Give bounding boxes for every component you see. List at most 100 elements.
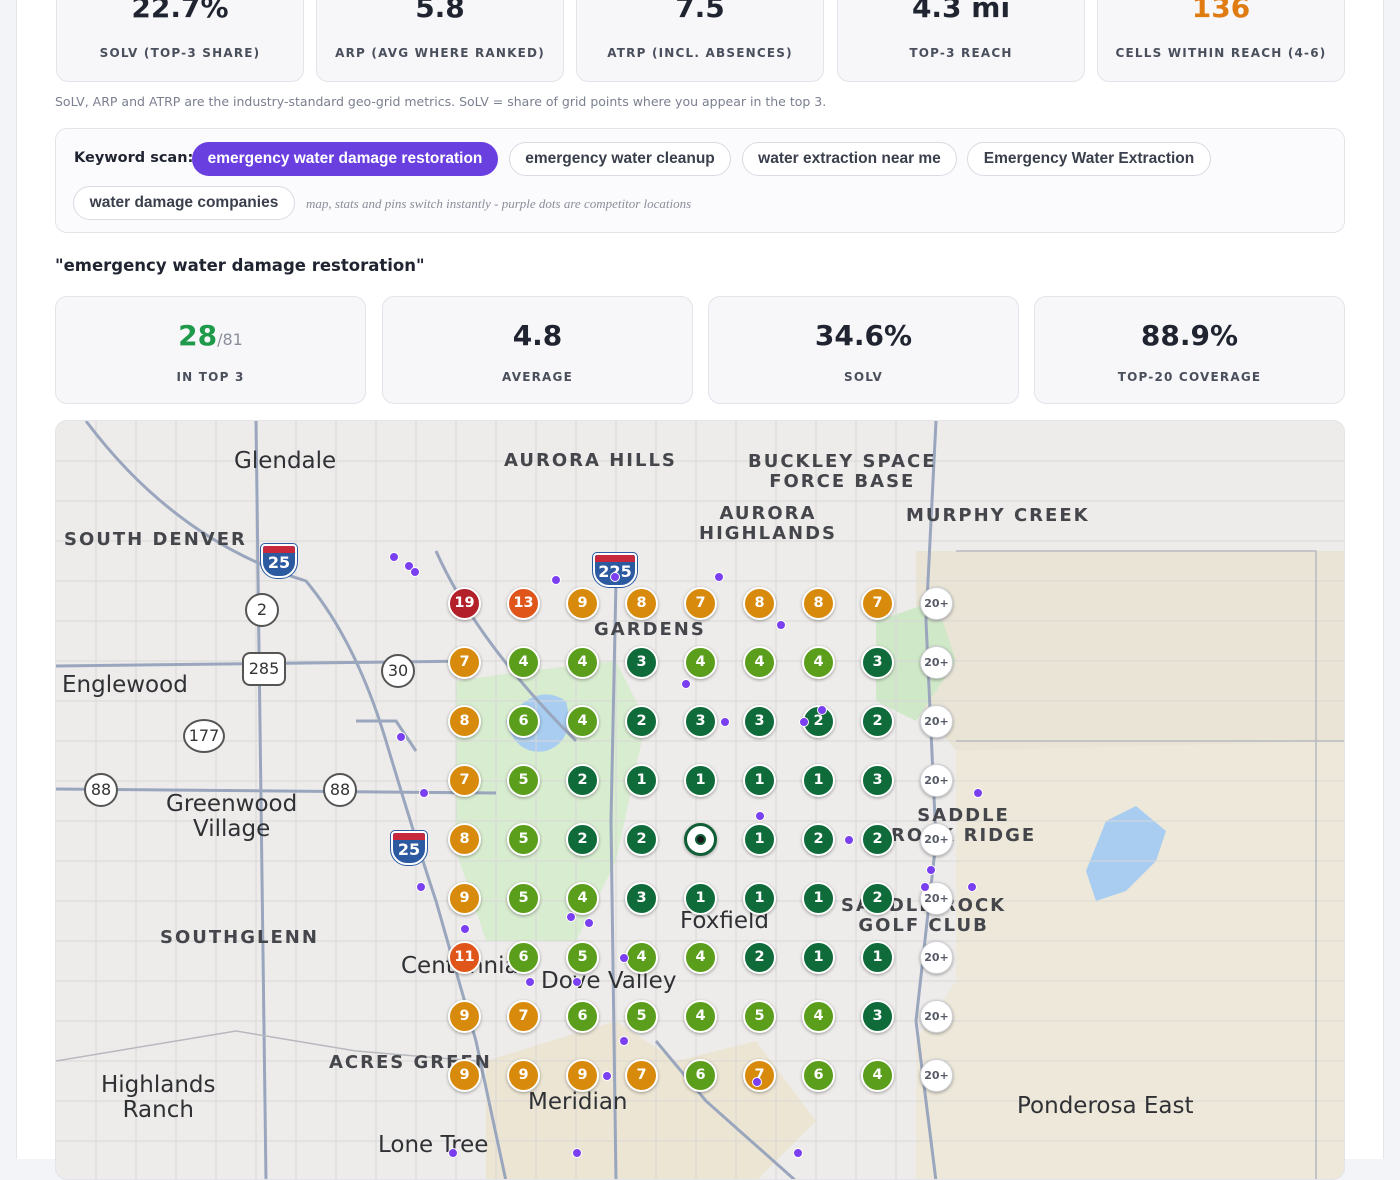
grid-rank-pin[interactable]: 1 <box>861 941 894 974</box>
grid-rank-pin[interactable]: 4 <box>684 646 717 679</box>
grid-rank-pin[interactable]: 1 <box>802 941 835 974</box>
grid-rank-pin[interactable]: 7 <box>684 587 717 620</box>
grid-rank-pin[interactable]: 8 <box>802 587 835 620</box>
geo-grid-map[interactable]: Glendale AURORA HILLS BUCKLEY SPACE FORC… <box>55 420 1345 1180</box>
grid-rank-pin-not-ranked[interactable]: 20+ <box>920 705 953 738</box>
grid-rank-pin[interactable]: 7 <box>448 646 481 679</box>
competitor-location-dot <box>572 1147 583 1158</box>
grid-rank-pin[interactable]: 2 <box>625 705 658 738</box>
grid-rank-pin[interactable]: 1 <box>684 764 717 797</box>
keyword-stat-label: SOLV <box>844 370 883 384</box>
grid-rank-pin-not-ranked[interactable]: 20+ <box>920 587 953 620</box>
grid-rank-pin[interactable]: 8 <box>743 587 776 620</box>
grid-rank-pin[interactable]: 4 <box>684 941 717 974</box>
grid-rank-pin[interactable]: 6 <box>684 1059 717 1092</box>
grid-rank-pin[interactable]: 8 <box>448 705 481 738</box>
grid-rank-pin[interactable]: 6 <box>507 705 540 738</box>
grid-rank-pin[interactable]: 7 <box>861 587 894 620</box>
grid-rank-pin[interactable]: 5 <box>743 1000 776 1033</box>
stat-value: 136 <box>1191 0 1251 24</box>
interstate-25-north-shield: 25 <box>260 543 298 579</box>
grid-rank-pin[interactable]: 4 <box>802 1000 835 1033</box>
grid-rank-pin[interactable]: 4 <box>566 882 599 915</box>
grid-rank-pin[interactable]: 9 <box>566 587 599 620</box>
grid-rank-pin[interactable]: 13 <box>507 587 540 620</box>
grid-rank-pin[interactable]: 2 <box>566 823 599 856</box>
grid-rank-pin[interactable]: 8 <box>448 823 481 856</box>
grid-rank-pin[interactable]: 9 <box>448 1000 481 1033</box>
grid-rank-pin[interactable]: 3 <box>625 646 658 679</box>
grid-rank-pin[interactable]: 7 <box>743 1059 776 1092</box>
grid-rank-pin[interactable]: 2 <box>566 764 599 797</box>
grid-rank-pin[interactable]: 7 <box>448 764 481 797</box>
grid-rank-pin[interactable]: 5 <box>507 764 540 797</box>
keyword-chip-water-extraction-near-me[interactable]: water extraction near me <box>742 142 957 176</box>
grid-rank-pin[interactable]: 3 <box>743 705 776 738</box>
competitor-location-dot <box>755 811 765 822</box>
competitor-location-dot <box>409 566 420 577</box>
grid-rank-pin[interactable]: 7 <box>625 1059 658 1092</box>
grid-rank-pin[interactable]: 2 <box>743 941 776 974</box>
keyword-scan-title: Keyword scan: <box>74 150 194 166</box>
grid-rank-pin[interactable]: 2 <box>861 823 894 856</box>
grid-rank-pin[interactable]: 1 <box>743 882 776 915</box>
grid-rank-pin[interactable]: 4 <box>507 646 540 679</box>
map-label-meridian: Meridian <box>528 1089 628 1115</box>
grid-rank-pin[interactable]: 5 <box>507 882 540 915</box>
grid-rank-pin[interactable]: 4 <box>861 1059 894 1092</box>
grid-rank-pin[interactable]: 3 <box>861 646 894 679</box>
map-label-glendale: Glendale <box>234 448 337 474</box>
grid-rank-pin-not-ranked[interactable]: 20+ <box>920 1000 953 1033</box>
grid-rank-pin[interactable]: 4 <box>684 1000 717 1033</box>
grid-rank-pin[interactable]: 6 <box>566 1000 599 1033</box>
grid-rank-pin[interactable]: 1 <box>802 764 835 797</box>
competitor-location-dot <box>572 976 583 987</box>
grid-rank-pin-not-ranked[interactable]: 20+ <box>920 941 953 974</box>
grid-rank-pin[interactable]: 4 <box>566 705 599 738</box>
grid-rank-pin[interactable]: 6 <box>802 1059 835 1092</box>
grid-rank-pin[interactable]: 4 <box>802 646 835 679</box>
keyword-chip-emergency-water-cleanup[interactable]: emergency water cleanup <box>509 142 731 176</box>
grid-rank-pin[interactable]: 2 <box>625 823 658 856</box>
grid-rank-pin[interactable]: 9 <box>566 1059 599 1092</box>
grid-rank-pin[interactable]: 1 <box>625 764 658 797</box>
keyword-scan-hint: map, stats and pins switch instantly - p… <box>306 196 692 211</box>
grid-rank-pin-not-ranked[interactable]: 20+ <box>920 764 953 797</box>
grid-rank-pin[interactable]: 2 <box>802 823 835 856</box>
competitor-location-dot <box>793 1147 804 1158</box>
grid-rank-pin[interactable]: 7 <box>507 1000 540 1033</box>
grid-rank-pin[interactable]: 9 <box>507 1059 540 1092</box>
grid-rank-pin-not-ranked[interactable]: 20+ <box>920 646 953 679</box>
stat-card-arp: 5.8 ARP (AVG WHERE RANKED) <box>316 0 564 82</box>
grid-rank-pin[interactable]: 6 <box>507 941 540 974</box>
grid-rank-pin[interactable]: 1 <box>743 823 776 856</box>
grid-rank-pin[interactable]: 4 <box>625 941 658 974</box>
grid-rank-pin[interactable]: 4 <box>743 646 776 679</box>
competitor-location-dot <box>403 560 414 571</box>
grid-rank-pin[interactable]: 5 <box>625 1000 658 1033</box>
grid-rank-pin[interactable]: 19 <box>448 587 481 620</box>
grid-rank-pin[interactable]: 5 <box>566 941 599 974</box>
grid-rank-pin[interactable]: 8 <box>625 587 658 620</box>
business-location-pin[interactable] <box>684 823 717 856</box>
grid-rank-pin[interactable]: 3 <box>625 882 658 915</box>
grid-rank-pin[interactable]: 1 <box>743 764 776 797</box>
highway-285-marker: 285 <box>242 652 286 686</box>
grid-rank-pin[interactable]: 2 <box>861 882 894 915</box>
grid-rank-pin[interactable]: 9 <box>448 1059 481 1092</box>
keyword-chip-emergency-water-extraction[interactable]: Emergency Water Extraction <box>967 142 1211 176</box>
grid-rank-pin[interactable]: 1 <box>684 882 717 915</box>
grid-rank-pin-not-ranked[interactable]: 20+ <box>920 823 953 856</box>
grid-rank-pin[interactable]: 3 <box>684 705 717 738</box>
grid-rank-pin-not-ranked[interactable]: 20+ <box>920 1059 953 1092</box>
grid-rank-pin[interactable]: 11 <box>448 941 481 974</box>
grid-rank-pin[interactable]: 4 <box>566 646 599 679</box>
grid-rank-pin[interactable]: 5 <box>507 823 540 856</box>
keyword-chip-emergency-water-damage-restoration[interactable]: emergency water damage restoration <box>192 142 498 176</box>
grid-rank-pin[interactable]: 9 <box>448 882 481 915</box>
grid-rank-pin[interactable]: 3 <box>861 764 894 797</box>
keyword-chip-water-damage-companies[interactable]: water damage companies <box>73 186 295 220</box>
grid-rank-pin[interactable]: 3 <box>861 1000 894 1033</box>
grid-rank-pin[interactable]: 2 <box>861 705 894 738</box>
grid-rank-pin[interactable]: 1 <box>802 882 835 915</box>
